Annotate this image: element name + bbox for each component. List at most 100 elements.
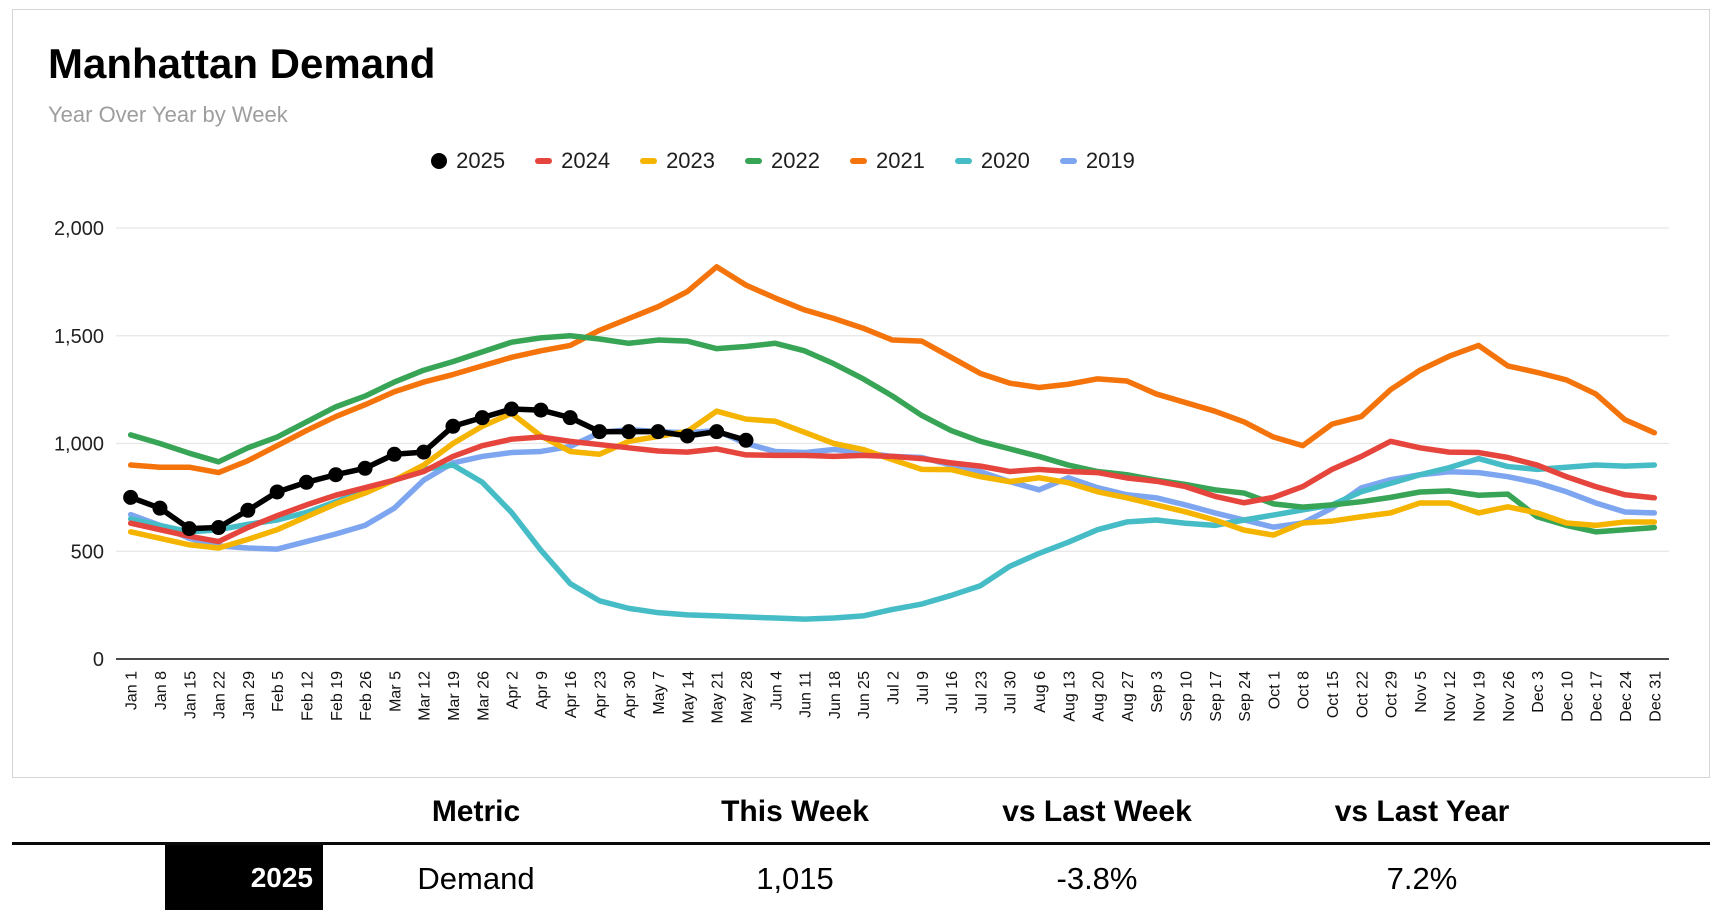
- series-point-2025: [709, 424, 725, 440]
- legend-swatch-2023: [640, 158, 658, 164]
- x-axis-tick-label: Oct 1: [1266, 671, 1283, 709]
- series-point-2025: [240, 502, 256, 518]
- legend-swatch-2021: [849, 158, 867, 164]
- x-axis-tick-label: Feb 26: [358, 671, 375, 721]
- x-axis-tick-label: Apr 23: [592, 671, 609, 718]
- chart-card: Manhattan Demand Year Over Year by Week …: [12, 9, 1710, 778]
- series-line-2022[interactable]: [127, 333, 1658, 535]
- series-point-2025: [152, 500, 168, 516]
- series-line-2025[interactable]: [127, 406, 749, 532]
- y-axis-tick-label: 0: [93, 649, 104, 671]
- table-divider: [12, 842, 1710, 845]
- legend-item-2019[interactable]: 2019: [1059, 148, 1135, 174]
- legend-label: 2024: [561, 148, 611, 173]
- x-axis-tick-label: Nov 5: [1413, 671, 1430, 713]
- x-axis-tick-label: May 14: [680, 671, 697, 724]
- x-axis-tick-label: Jan 15: [182, 671, 199, 719]
- x-axis-tick-label: Mar 19: [446, 671, 463, 721]
- x-axis-tick-label: Nov 19: [1472, 671, 1489, 722]
- legend-label: 2025: [456, 148, 506, 173]
- series-point-2025: [211, 520, 227, 536]
- x-axis-tick-label: Sep 17: [1208, 671, 1225, 722]
- year-badge: 2025: [165, 845, 323, 910]
- x-axis-tick-label: Dec 3: [1530, 671, 1547, 713]
- x-axis-tick-label: Aug 20: [1091, 671, 1108, 722]
- legend-item-2021[interactable]: 2021: [849, 148, 925, 174]
- x-axis-tick-label: Nov 26: [1501, 671, 1518, 722]
- x-axis-tick-label: Dec 10: [1559, 671, 1576, 722]
- series-point-2025: [533, 402, 549, 418]
- legend-swatch-2024: [535, 158, 553, 164]
- series-point-2025: [591, 424, 607, 440]
- series-point-2025: [474, 410, 490, 426]
- x-axis-tick-label: Feb 19: [329, 671, 346, 721]
- series-point-2025: [504, 401, 520, 417]
- x-axis-tick-label: Oct 29: [1384, 671, 1401, 718]
- x-axis-tick-label: Jan 8: [153, 671, 170, 710]
- legend-swatch-2022: [745, 158, 763, 164]
- cell-metric: Demand: [417, 861, 535, 896]
- x-axis-tick-label: Feb 12: [299, 671, 316, 721]
- series-point-2025: [269, 484, 285, 500]
- legend-item-2024[interactable]: 2024: [535, 148, 610, 174]
- x-axis-tick-label: Apr 16: [563, 671, 580, 718]
- x-axis-tick-label: Dec 31: [1647, 671, 1664, 722]
- summary-table: Metric This Week vs Last Week vs Last Ye…: [0, 778, 1722, 920]
- y-axis-tick-label: 2,000: [54, 218, 104, 240]
- x-axis-tick-label: May 7: [651, 671, 668, 715]
- x-axis-tick-label: Mar 12: [417, 671, 434, 721]
- legend-item-2023[interactable]: 2023: [640, 148, 715, 174]
- series-line-2024[interactable]: [127, 434, 1658, 545]
- series-line-2020[interactable]: [127, 455, 1658, 622]
- y-axis-tick-label: 1,000: [54, 434, 104, 456]
- y-axis-tick-label: 500: [71, 541, 104, 563]
- x-axis-tick-label: Jun 11: [798, 671, 815, 718]
- legend-label: 2021: [875, 148, 925, 173]
- x-axis-tick-label: Oct 22: [1354, 671, 1371, 718]
- x-axis-tick-label: Jan 1: [124, 671, 141, 710]
- x-axis-tick-label: Jun 25: [856, 671, 873, 719]
- x-axis-tick-label: Oct 8: [1296, 671, 1313, 709]
- x-axis-tick-label: Jun 18: [827, 671, 844, 719]
- series-point-2025: [328, 467, 344, 483]
- cell-this-week: 1,015: [756, 861, 834, 896]
- chart-legend: 2025 2024 2023 2022 2021 2020 2019: [13, 147, 1553, 175]
- col-header-vs-last-week: vs Last Week: [1002, 795, 1192, 828]
- legend-item-2022[interactable]: 2022: [745, 148, 820, 174]
- series-point-2025: [123, 489, 139, 505]
- legend-label: 2023: [666, 148, 716, 173]
- cell-vs-last-week: -3.8%: [1056, 861, 1138, 896]
- x-axis-tick-label: Jan 29: [241, 671, 258, 719]
- x-axis-tick-label: Sep 24: [1237, 671, 1254, 722]
- x-axis-tick-label: Jul 30: [1003, 671, 1020, 714]
- series-point-2025: [621, 424, 637, 440]
- legend-label: 2019: [1085, 148, 1135, 173]
- legend-label: 2022: [771, 148, 820, 173]
- series-point-2025: [357, 460, 373, 476]
- x-axis-tick-label: Sep 10: [1179, 671, 1196, 722]
- col-header-this-week: This Week: [721, 795, 869, 828]
- col-header-vs-last-year: vs Last Year: [1334, 795, 1510, 828]
- x-axis-tick-label: Oct 15: [1325, 671, 1342, 718]
- series-point-2025: [416, 444, 432, 460]
- x-axis-tick-label: Dec 24: [1618, 671, 1635, 722]
- x-axis-tick-label: Dec 17: [1589, 671, 1606, 722]
- x-axis-tick-label: Aug 27: [1120, 671, 1137, 722]
- x-axis-tick-label: May 28: [739, 671, 756, 724]
- x-axis-tick-label: Jul 23: [973, 671, 990, 714]
- x-axis-tick-label: Jan 22: [212, 671, 229, 719]
- series-line-2021[interactable]: [127, 264, 1658, 476]
- series-point-2025: [445, 418, 461, 434]
- series-point-2025: [386, 446, 402, 462]
- x-axis-tick-label: Mar 5: [387, 671, 404, 712]
- col-header-metric: Metric: [431, 795, 521, 828]
- x-axis-tick-label: Nov 12: [1442, 671, 1459, 722]
- legend-item-2025[interactable]: 2025: [431, 148, 505, 174]
- x-axis-tick-label: Sep 3: [1149, 671, 1166, 713]
- legend-item-2020[interactable]: 2020: [954, 148, 1030, 174]
- x-axis-tick-label: Aug 6: [1032, 671, 1049, 713]
- x-axis-tick-label: May 21: [710, 671, 727, 724]
- y-axis-tick-label: 1,500: [54, 326, 104, 348]
- legend-swatch-2019: [1059, 158, 1077, 164]
